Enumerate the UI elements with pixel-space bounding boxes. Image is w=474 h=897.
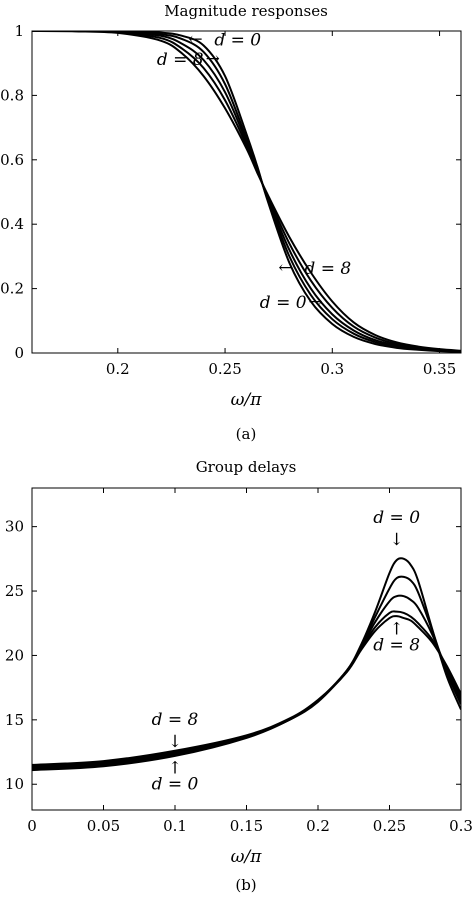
- y-tick-label: 0.2: [0, 280, 24, 298]
- magnitude-chart: Magnitude responses 0.2 0.25 0.3 0.35 0 0.2 0.…: [0, 2, 462, 443]
- series-line: [32, 557, 461, 772]
- y-tick-label: 20: [5, 646, 24, 664]
- curve-annotation: d = 0: [373, 508, 420, 528]
- x-axis-label: ω/π: [231, 390, 263, 410]
- x-tick-label: 0.1: [163, 817, 187, 835]
- arrow-left-icon: ←: [188, 29, 202, 49]
- y-tick-label: 0.8: [0, 86, 24, 104]
- arrow-left-icon: ←: [278, 258, 292, 278]
- curve-annotation: d = 0: [152, 774, 199, 794]
- x-tick-label: 0.25: [208, 360, 241, 378]
- x-tick-label: 0.3: [320, 360, 344, 378]
- curve-annotation: d = 0: [260, 293, 307, 313]
- x-tick-label: 0.15: [230, 817, 263, 835]
- x-tick-label: 0.35: [423, 360, 456, 378]
- x-tick-label: 0.25: [373, 817, 406, 835]
- arrow-down-icon: ↓: [390, 530, 404, 550]
- curve-annotation: d = 8: [373, 635, 420, 655]
- arrow-up-icon: ↑: [168, 758, 182, 778]
- series-line: [32, 31, 461, 353]
- x-tick-label: 0.3: [449, 817, 473, 835]
- y-tick-label: 25: [5, 582, 24, 600]
- curve-annotation: d = 8: [157, 50, 204, 70]
- x-tick-label: 0.05: [87, 817, 120, 835]
- y-tick-label: 10: [5, 775, 24, 793]
- x-tick-label: 0.2: [306, 817, 330, 835]
- panel-caption: (b): [235, 876, 256, 894]
- y-tick-label: 0.6: [0, 151, 24, 169]
- series-line: [32, 575, 461, 770]
- arrow-up-icon: ↑: [390, 619, 404, 639]
- x-tick-label: 0.2: [106, 360, 130, 378]
- x-tick-label: 0: [27, 817, 37, 835]
- y-tick-label: 30: [5, 518, 24, 536]
- group-delay-chart: Group delays 0 0.05 0.1 0.15 0.2 0.25 0.3 10 15 2…: [5, 458, 473, 894]
- series-line: [32, 31, 461, 353]
- arrow-right-icon: →: [206, 49, 220, 69]
- curve-annotation: d = 0: [214, 30, 261, 50]
- y-tick-label: 0: [14, 344, 24, 362]
- curve-annotation: d = 8: [152, 710, 199, 730]
- series-line: [32, 31, 461, 352]
- series-line: [32, 31, 461, 353]
- y-tick-label: 1: [14, 22, 24, 40]
- x-axis-label: ω/π: [231, 847, 263, 867]
- y-tick-label: 0.4: [0, 215, 24, 233]
- panel-caption: (a): [236, 425, 257, 443]
- curve-annotation: d = 8: [304, 259, 351, 279]
- arrow-down-icon: ↓: [168, 732, 182, 752]
- chart-title: Group delays: [196, 458, 297, 476]
- plot-frame: [31, 30, 462, 354]
- series-line: [32, 615, 461, 766]
- chart-title: Magnitude responses: [164, 2, 328, 20]
- y-tick-label: 15: [5, 711, 24, 729]
- arrow-right-icon: →: [309, 292, 323, 312]
- series-line: [32, 31, 461, 353]
